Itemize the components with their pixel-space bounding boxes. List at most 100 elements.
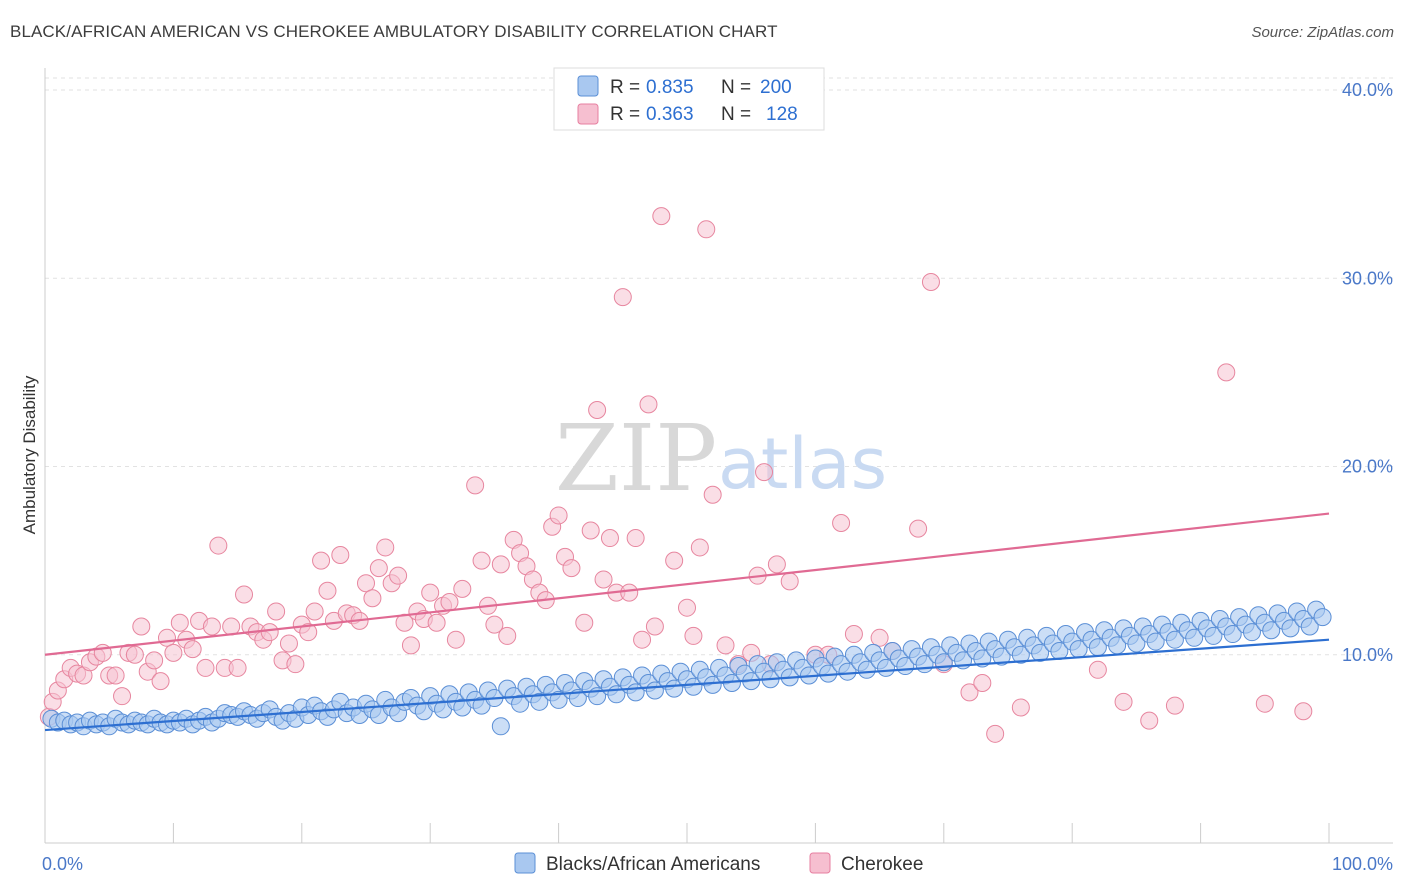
axes: 10.0% 20.0% 30.0% 40.0% 0.0% 100.0% [42, 68, 1393, 874]
cherokee-point [202, 617, 221, 636]
cherokee-point [549, 506, 568, 525]
watermark-atlas: atlas [718, 423, 887, 505]
y-tick-label: 20.0% [1342, 457, 1393, 477]
black-african-american-point [1242, 623, 1261, 642]
y-axis-label: Ambulatory Disability [20, 375, 39, 534]
black-african-american-point [1011, 645, 1030, 664]
cherokee-point [870, 628, 889, 647]
legend-swatch-blue [577, 75, 599, 97]
stats-legend: R = 0.835 N = 200 R = 0.363 N = 128 [553, 67, 825, 131]
cherokee-point [665, 551, 684, 570]
legend-swatch-pink [577, 103, 599, 125]
cherokee-point [645, 617, 664, 636]
cherokee-point [755, 463, 774, 482]
cherokee-point [183, 640, 202, 659]
legend-r-label-1: R = [610, 77, 640, 98]
cherokee-point [421, 583, 440, 602]
series-legend-label-pink: Cherokee [841, 854, 923, 875]
cherokee-point [684, 626, 703, 645]
cherokee-point [312, 551, 331, 570]
cherokee-point [331, 545, 350, 564]
cherokee-point [703, 485, 722, 504]
black-african-american-point [703, 675, 722, 694]
cherokee-point [1255, 694, 1274, 713]
cherokee-point [485, 615, 504, 634]
y-tick-label: 30.0% [1342, 268, 1393, 288]
black-african-american-point [838, 662, 857, 681]
black-african-american-point [1281, 619, 1300, 638]
black-african-american-point [1204, 626, 1223, 645]
watermark: ZIP atlas [555, 405, 887, 512]
y-tick-label: 40.0% [1342, 80, 1393, 100]
cherokee-point [113, 687, 132, 706]
stats-legend-box [553, 67, 825, 131]
cherokee-trend-line [44, 512, 1330, 656]
cherokee-point [106, 666, 125, 685]
cherokee-point [1294, 702, 1313, 721]
black-african-american-point [1223, 625, 1242, 644]
cherokee-point [1140, 711, 1159, 730]
cherokee-point [145, 651, 164, 670]
cherokee-point [279, 634, 298, 653]
black-african-american-point [1262, 621, 1281, 640]
cherokee-point [613, 288, 632, 307]
cherokee-point [620, 583, 639, 602]
trend-lines [44, 512, 1330, 732]
cherokee-point [581, 521, 600, 540]
cherokee-point [196, 658, 215, 677]
black-african-american-point [1031, 643, 1050, 662]
cherokee-point [594, 570, 613, 589]
watermark-zip: ZIP [555, 405, 717, 512]
cherokee-point [780, 572, 799, 591]
cherokee-point [690, 538, 709, 557]
cherokee-point [633, 630, 652, 649]
cherokee-point [1011, 698, 1030, 717]
cherokee-point [1165, 696, 1184, 715]
cherokee-point [697, 220, 716, 239]
cherokee-point [832, 513, 851, 532]
series-legend-swatch-pink [809, 852, 831, 874]
series-legend: Blacks/African Americans Cherokee [514, 852, 923, 875]
cherokee-points [39, 207, 1313, 743]
cherokee-point [973, 673, 992, 692]
cherokee-point [318, 581, 337, 600]
cherokee-point [562, 559, 581, 578]
series-legend-swatch-blue [514, 852, 536, 874]
cherokee-point [466, 476, 485, 495]
cherokee-point [909, 519, 928, 538]
black-african-american-trend-line [44, 638, 1330, 732]
cherokee-point [639, 395, 658, 414]
cherokee-point [472, 551, 491, 570]
cherokee-point [235, 585, 254, 604]
cherokee-point [305, 602, 324, 621]
black-african-american-point [1185, 628, 1204, 647]
black-african-american-point [491, 717, 510, 736]
legend-n-value-2: 128 [766, 104, 798, 125]
cherokee-point [767, 555, 786, 574]
cherokee-point [588, 401, 607, 420]
cherokee-point [1217, 363, 1236, 382]
black-african-american-point [511, 694, 530, 713]
cherokee-point [151, 672, 170, 691]
cherokee-point [844, 625, 863, 644]
black-african-american-point [684, 677, 703, 696]
cherokee-point [228, 658, 247, 677]
cherokee-point [1114, 692, 1133, 711]
legend-r-value-2: 0.363 [646, 104, 694, 125]
cherokee-point [267, 602, 286, 621]
series-legend-label-blue: Blacks/African Americans [546, 854, 760, 875]
cherokee-point [960, 683, 979, 702]
cherokee-point [716, 636, 735, 655]
grid-lines [45, 77, 1393, 656]
cherokee-point [132, 617, 151, 636]
cherokee-point [125, 645, 144, 664]
black-african-american-point [1146, 632, 1165, 651]
legend-n-label-2: N = [721, 104, 751, 125]
cherokee-point [1088, 660, 1107, 679]
cherokee-point [446, 630, 465, 649]
cherokee-point [453, 579, 472, 598]
source-label: Source: ZipAtlas.com [1251, 24, 1394, 41]
legend-n-value-1: 200 [760, 77, 792, 98]
cherokee-point [299, 623, 318, 642]
cherokee-point [491, 555, 510, 574]
